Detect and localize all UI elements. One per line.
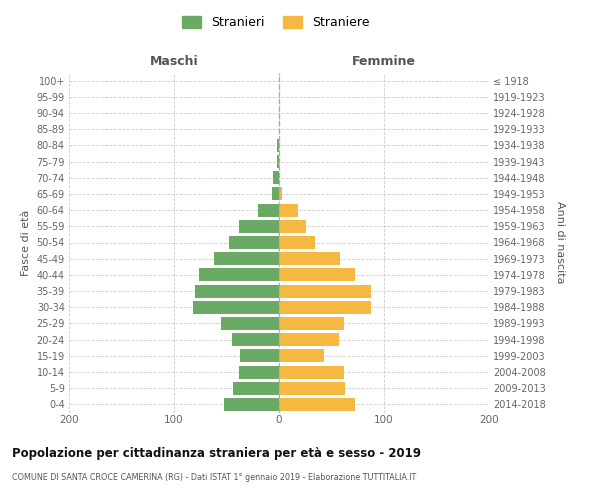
Bar bbox=[277, 139, 279, 152]
Bar bbox=[258, 204, 279, 216]
Bar bbox=[279, 350, 324, 362]
Bar bbox=[229, 236, 279, 249]
Bar bbox=[240, 350, 279, 362]
Text: Popolazione per cittadinanza straniera per età e sesso - 2019: Popolazione per cittadinanza straniera p… bbox=[12, 448, 421, 460]
Bar bbox=[279, 252, 340, 265]
Bar bbox=[239, 366, 279, 378]
Bar bbox=[279, 333, 339, 346]
Text: Maschi: Maschi bbox=[149, 54, 199, 68]
Y-axis label: Fasce di età: Fasce di età bbox=[21, 210, 31, 276]
Text: COMUNE DI SANTA CROCE CAMERINA (RG) - Dati ISTAT 1° gennaio 2019 - Elaborazione : COMUNE DI SANTA CROCE CAMERINA (RG) - Da… bbox=[12, 472, 416, 482]
Text: Femmine: Femmine bbox=[352, 54, 416, 68]
Bar bbox=[279, 268, 355, 281]
Bar bbox=[279, 301, 371, 314]
Bar bbox=[195, 284, 279, 298]
Bar bbox=[279, 398, 355, 411]
Bar bbox=[279, 366, 344, 378]
Bar bbox=[233, 382, 279, 394]
Bar bbox=[214, 252, 279, 265]
Bar bbox=[279, 284, 371, 298]
Bar bbox=[279, 382, 345, 394]
Bar bbox=[272, 188, 279, 200]
Y-axis label: Anni di nascita: Anni di nascita bbox=[556, 201, 565, 283]
Bar bbox=[277, 155, 279, 168]
Bar bbox=[221, 317, 279, 330]
Bar bbox=[193, 301, 279, 314]
Bar bbox=[279, 220, 307, 233]
Bar bbox=[279, 236, 314, 249]
Bar bbox=[224, 398, 279, 411]
Bar bbox=[232, 333, 279, 346]
Bar bbox=[272, 172, 279, 184]
Bar bbox=[279, 317, 344, 330]
Bar bbox=[279, 204, 298, 216]
Bar bbox=[279, 188, 282, 200]
Bar bbox=[199, 268, 279, 281]
Legend: Stranieri, Straniere: Stranieri, Straniere bbox=[178, 11, 374, 34]
Bar bbox=[239, 220, 279, 233]
